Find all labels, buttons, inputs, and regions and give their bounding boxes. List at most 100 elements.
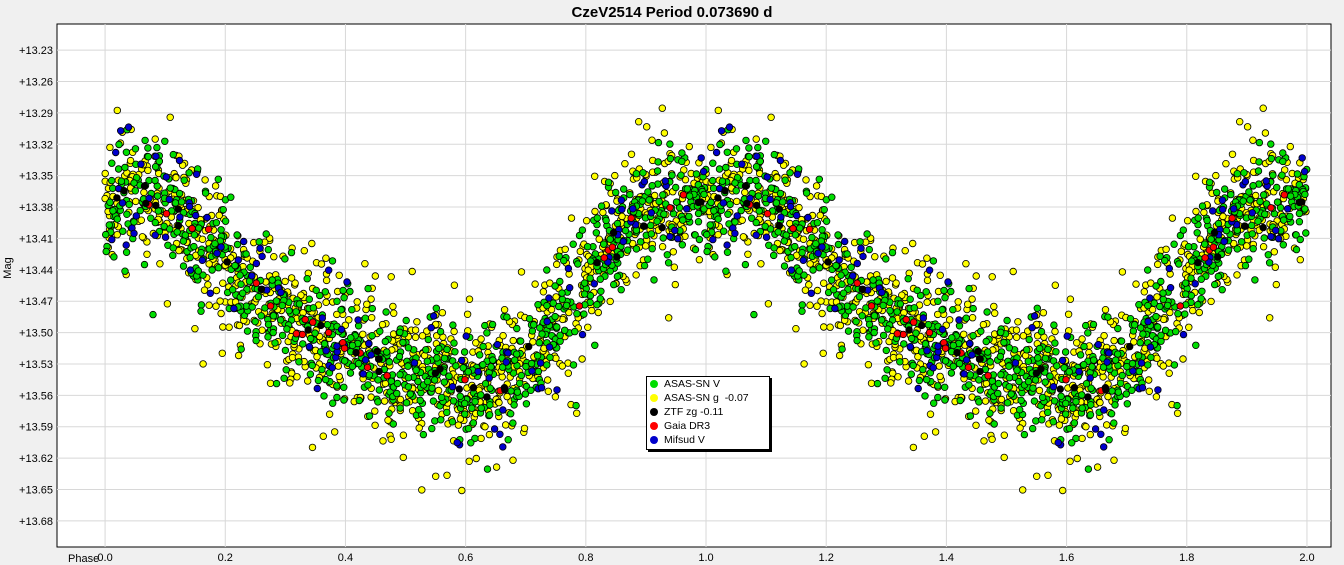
data-point	[665, 314, 673, 322]
data-point	[685, 192, 694, 200]
data-point	[544, 376, 552, 384]
data-point	[1012, 326, 1021, 334]
data-point	[1159, 362, 1167, 370]
data-point	[804, 213, 812, 222]
data-point	[892, 279, 900, 287]
data-point	[642, 242, 650, 250]
data-point	[834, 231, 842, 239]
data-point	[416, 396, 424, 405]
data-point	[236, 271, 244, 279]
data-point	[311, 329, 319, 337]
data-point	[469, 419, 478, 427]
data-point	[1080, 342, 1088, 351]
data-point	[233, 240, 242, 249]
data-point	[934, 297, 942, 305]
data-point	[972, 407, 980, 415]
data-point	[732, 145, 741, 153]
data-point	[714, 194, 722, 202]
data-point	[893, 308, 901, 316]
data-point	[956, 396, 964, 405]
data-point	[361, 314, 369, 322]
data-point	[429, 397, 438, 405]
data-point	[865, 333, 873, 341]
data-point	[558, 362, 566, 370]
data-point	[507, 387, 515, 395]
data-point	[813, 218, 822, 227]
data-point	[208, 266, 216, 274]
data-point	[502, 421, 510, 429]
data-point	[859, 252, 867, 261]
data-point	[499, 332, 507, 340]
data-point	[613, 253, 621, 261]
data-point	[573, 310, 581, 318]
x-tick-label: 2.0	[1299, 552, 1314, 564]
data-point	[613, 272, 622, 281]
y-tick-label: +13.29	[19, 108, 53, 120]
data-point	[171, 199, 180, 207]
data-point	[1037, 327, 1046, 336]
data-point	[569, 361, 578, 369]
data-point	[1254, 167, 1263, 175]
data-point	[621, 159, 629, 168]
data-point	[1093, 463, 1102, 471]
data-point	[647, 230, 656, 238]
data-point	[489, 356, 497, 364]
data-point	[1279, 216, 1288, 224]
data-point	[155, 157, 163, 165]
data-point	[813, 302, 821, 310]
data-point	[1105, 349, 1113, 357]
data-point	[375, 386, 383, 394]
data-point	[111, 148, 120, 157]
data-point	[402, 316, 410, 325]
data-point	[440, 378, 448, 386]
data-point	[727, 156, 736, 165]
data-point	[929, 364, 937, 372]
data-point	[1102, 386, 1110, 394]
data-point	[782, 231, 790, 239]
data-point	[1110, 456, 1118, 464]
data-point	[1034, 354, 1042, 362]
data-point	[431, 369, 440, 377]
data-point	[776, 156, 785, 165]
data-point	[291, 279, 299, 287]
data-point	[767, 184, 775, 192]
data-point	[1009, 267, 1017, 276]
data-point	[435, 344, 443, 353]
data-point	[1254, 217, 1262, 225]
data-point	[1295, 209, 1304, 218]
data-point	[1051, 327, 1059, 336]
data-point	[1210, 228, 1219, 237]
data-point	[363, 300, 371, 308]
data-point	[624, 246, 632, 254]
data-point	[931, 428, 940, 436]
data-point	[969, 332, 977, 340]
data-point	[638, 197, 646, 205]
data-point	[886, 307, 894, 315]
data-point	[1191, 280, 1199, 288]
data-point	[238, 289, 247, 297]
data-point	[1298, 198, 1306, 206]
data-point	[212, 286, 221, 295]
data-point	[1162, 245, 1170, 253]
data-point	[590, 280, 598, 288]
legend-item: Mifsud V	[647, 433, 769, 447]
data-point	[293, 373, 301, 381]
data-point	[364, 381, 372, 389]
data-point	[595, 235, 603, 243]
data-point	[1279, 241, 1287, 249]
data-point	[1214, 219, 1223, 228]
data-point	[477, 391, 485, 399]
data-point	[149, 310, 157, 319]
data-point	[742, 136, 750, 145]
data-point	[233, 231, 241, 239]
data-point	[1194, 214, 1202, 222]
data-point	[486, 401, 494, 409]
data-point	[1066, 457, 1074, 465]
data-point	[225, 323, 233, 331]
y-tick-label: +13.50	[19, 328, 53, 340]
data-point	[919, 314, 927, 322]
data-point	[197, 307, 205, 315]
data-point	[1086, 374, 1094, 382]
data-point	[1139, 330, 1147, 338]
data-point	[340, 294, 348, 302]
